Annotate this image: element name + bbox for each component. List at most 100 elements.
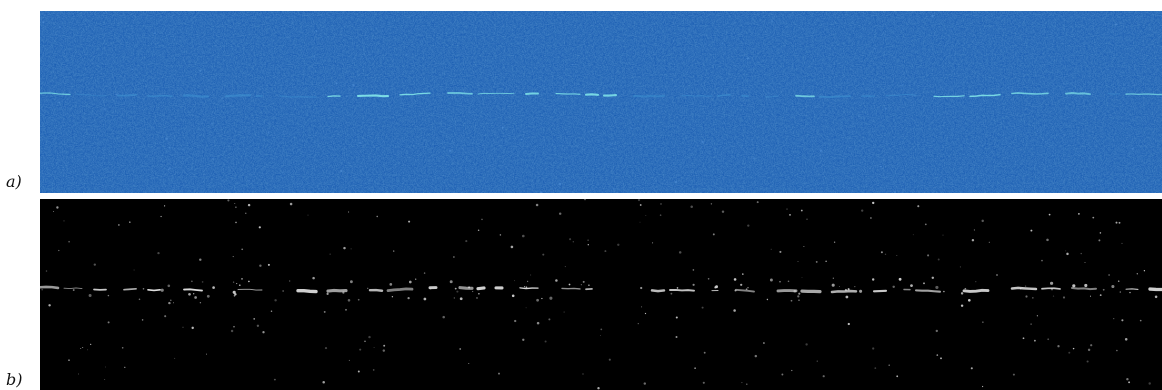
mask-speck <box>845 295 849 299</box>
mask-speck <box>481 218 483 221</box>
surface-speck <box>199 69 202 72</box>
surface-speck <box>633 73 635 75</box>
mask-speck <box>274 299 277 302</box>
mask-speck <box>157 251 160 255</box>
surface-speck <box>523 54 525 56</box>
mask-speck <box>77 373 79 375</box>
mask-speck <box>588 284 590 287</box>
panel-b-image <box>40 199 1162 390</box>
crack-segment <box>356 94 390 98</box>
mask-speck <box>282 290 284 292</box>
panel-label-b: b) <box>6 370 23 389</box>
mask-speck <box>733 278 737 281</box>
mask-speck <box>232 281 235 283</box>
surface-speck <box>313 55 316 58</box>
mask-speck <box>476 297 478 299</box>
mask-speck <box>1046 238 1049 242</box>
surface-speck <box>182 148 184 150</box>
mask-speck <box>643 382 646 385</box>
surface-speck <box>130 152 132 154</box>
crack-segment <box>224 94 252 98</box>
surface-speck <box>1107 68 1109 70</box>
mask-speck <box>442 315 445 319</box>
mask-speck <box>872 201 875 205</box>
mask-speck <box>241 248 244 251</box>
crack-segment <box>182 94 210 98</box>
mask-speck <box>754 354 758 358</box>
surface-speck <box>572 64 574 66</box>
binary-mask-image <box>40 199 1162 390</box>
mask-speck <box>235 221 237 224</box>
mask-speck <box>359 348 362 351</box>
surface-speck <box>520 138 523 141</box>
mask-speck <box>975 281 977 283</box>
mask-segment <box>1070 287 1098 291</box>
surface-speck <box>674 180 678 184</box>
crack-segment <box>399 92 431 96</box>
mask-speck <box>769 278 773 282</box>
mask-segment <box>458 286 474 290</box>
surface-speck <box>686 123 688 125</box>
mask-speck <box>797 295 800 298</box>
surface-speck <box>984 143 986 145</box>
crack-segment <box>717 94 731 97</box>
mask-speck <box>453 297 455 299</box>
mask-speck <box>253 318 256 320</box>
mask-speck <box>981 219 984 223</box>
mask-speck <box>701 306 704 309</box>
mask-speck <box>542 253 545 256</box>
mask-speck <box>798 292 801 295</box>
surface-speck <box>1052 154 1054 157</box>
mask-speck <box>786 208 788 210</box>
surface-speck <box>814 106 817 109</box>
panel-b-background <box>40 199 1162 390</box>
mask-speck <box>996 274 998 276</box>
mask-speck <box>1139 319 1142 322</box>
mask-speck <box>364 340 366 343</box>
mask-speck <box>1129 291 1131 294</box>
mask-speck <box>142 288 145 290</box>
mask-speck <box>477 229 480 232</box>
mask-segment <box>735 288 755 293</box>
mask-speck <box>124 366 126 368</box>
mask-speck <box>676 287 679 289</box>
mask-speck <box>88 294 92 297</box>
mask-speck <box>357 370 360 373</box>
surface-speck <box>634 112 636 114</box>
surface-speck <box>753 157 756 160</box>
mask-speck <box>465 240 468 243</box>
mask-speck <box>1024 285 1027 287</box>
mask-speck <box>583 199 587 201</box>
surface-speck <box>1115 23 1118 26</box>
mask-speck <box>831 283 835 287</box>
mask-segment <box>830 289 858 294</box>
mask-speck <box>1050 288 1054 291</box>
surface-speck <box>1131 147 1134 150</box>
surface-speck <box>558 182 562 186</box>
mask-speck <box>869 217 872 219</box>
mask-speck <box>234 202 236 204</box>
mask-speck <box>368 335 371 339</box>
mask-speck <box>800 209 803 212</box>
mask-speck <box>692 269 695 271</box>
surface-speck <box>267 131 270 134</box>
surface-speck <box>282 172 284 174</box>
mask-speck <box>350 280 353 284</box>
mask-speck <box>373 346 375 349</box>
crack-segment <box>632 94 666 98</box>
mask-speck <box>1072 284 1076 288</box>
mask-speck <box>892 285 895 289</box>
crack-segment <box>477 92 515 95</box>
mask-speck <box>644 312 647 315</box>
mask-speck <box>1121 242 1123 244</box>
mask-speck <box>522 234 525 238</box>
mask-speck <box>1115 221 1118 224</box>
crack-segment <box>765 95 779 98</box>
mask-speck <box>710 203 713 205</box>
surface-speck <box>346 95 348 98</box>
mask-speck <box>1111 284 1115 289</box>
mask-speck <box>582 373 584 375</box>
surface-speck <box>771 20 774 23</box>
mask-speck <box>1121 319 1124 322</box>
